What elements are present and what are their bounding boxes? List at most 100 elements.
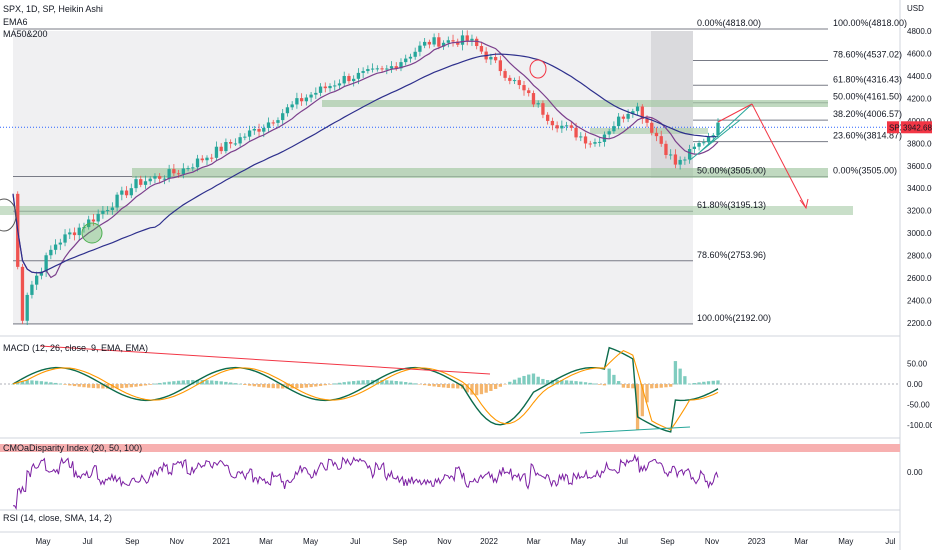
candle-body — [626, 113, 630, 119]
macd-bar — [129, 384, 133, 388]
candle-body — [404, 58, 408, 63]
macd-bar — [16, 382, 20, 385]
macd-bar — [489, 384, 493, 391]
candle-body — [68, 232, 72, 235]
macd-bar — [418, 384, 422, 385]
candle-body — [512, 80, 517, 82]
macd-bar — [470, 384, 474, 395]
macd-bar — [266, 384, 271, 388]
macd-bar — [68, 384, 72, 386]
macd-bar — [654, 384, 659, 389]
macd-bar — [35, 380, 39, 385]
candle-body — [361, 71, 365, 73]
macd-label[interactable]: MACD (12, 26, close, 9, EMA, EMA) — [3, 343, 149, 353]
candle-body — [579, 136, 583, 138]
candle-body — [39, 271, 44, 276]
macd-bar — [631, 384, 635, 389]
candle-body — [110, 207, 115, 211]
disparity-band — [0, 444, 900, 452]
macd-bar — [479, 384, 484, 395]
candle-body — [200, 158, 204, 161]
candle-body — [44, 255, 48, 272]
disparity-label[interactable]: CMOaDisparity Index (20, 50, 100) — [3, 443, 143, 453]
macd-signal-line — [12, 349, 719, 431]
macd-bar — [650, 384, 654, 389]
macd-tick: 0.00 — [907, 380, 923, 389]
candle-body — [413, 51, 417, 57]
macd-bar — [186, 380, 190, 385]
macd-divergence-line — [39, 345, 491, 375]
ma-label[interactable]: MA50&200 — [3, 29, 48, 39]
candle-body — [186, 168, 190, 170]
time-tick: Jul — [82, 537, 92, 546]
candle-body — [124, 190, 129, 196]
macd-bar — [262, 384, 266, 388]
macd-bar — [247, 384, 252, 386]
macd-bar — [621, 384, 626, 388]
candle-body — [607, 131, 611, 135]
projection-up — [717, 103, 753, 123]
time-tick: May — [571, 537, 586, 546]
macd-bar — [669, 384, 673, 387]
macd-bar — [399, 381, 403, 385]
candle-body — [285, 107, 290, 114]
candle-body — [30, 284, 34, 295]
ema-label[interactable]: EMA6 — [3, 17, 28, 27]
candle-body — [659, 136, 663, 144]
macd-bar — [158, 382, 162, 385]
macd-bar — [356, 380, 361, 385]
macd-bar — [536, 376, 540, 385]
rsi-label[interactable]: RSI (14, close, SMA, 14, 2) — [3, 513, 113, 523]
candle-body — [143, 181, 148, 185]
macd-bar — [309, 384, 313, 388]
macd-bar — [347, 381, 351, 385]
macd-bar — [162, 382, 167, 385]
macd-bar — [176, 380, 181, 385]
candle-body — [616, 116, 621, 127]
disparity-tick: 0.00 — [907, 468, 923, 477]
wedge-line — [699, 103, 753, 153]
candle-body — [687, 149, 692, 160]
price-tag-symbol-bg — [887, 121, 899, 134]
candle-body — [678, 159, 682, 165]
time-tick: Mar — [259, 537, 273, 546]
candle-body — [564, 125, 569, 127]
candle-body — [148, 178, 152, 182]
macd-bar — [389, 380, 394, 385]
macd-bar — [323, 384, 327, 386]
macd-bar — [498, 384, 503, 387]
macd-bar — [555, 379, 559, 385]
candle-body — [621, 116, 626, 119]
candle-body — [63, 234, 67, 243]
candle-body — [323, 86, 327, 89]
price-tick: 4600.00 — [907, 49, 932, 58]
macd-bar — [299, 384, 304, 388]
candle-body — [517, 80, 521, 86]
candle-body — [588, 143, 592, 145]
candle-body — [233, 143, 238, 145]
candle-body — [262, 127, 266, 132]
macd-tick: -100.00 — [907, 421, 932, 430]
candle-body — [493, 57, 498, 61]
fib-label-upper: 0.00%(3505.00) — [833, 165, 897, 175]
candle-body — [560, 125, 564, 129]
macd-bar — [664, 384, 668, 388]
macd-bar — [82, 384, 86, 388]
candle-body — [53, 244, 58, 250]
candle-body — [697, 142, 701, 147]
candle-body — [470, 38, 474, 41]
macd-bar — [697, 382, 701, 385]
candle-body — [176, 173, 181, 175]
macd-bar — [385, 380, 389, 385]
candle-body — [304, 97, 309, 102]
candle-body — [640, 106, 644, 119]
macd-bar — [394, 380, 398, 385]
price-tick: 2600.00 — [907, 274, 932, 283]
macd-bar — [569, 380, 573, 385]
candle-body — [356, 72, 361, 79]
candle-body — [214, 146, 219, 158]
candle-body — [318, 86, 323, 93]
macd-bar — [598, 384, 602, 385]
